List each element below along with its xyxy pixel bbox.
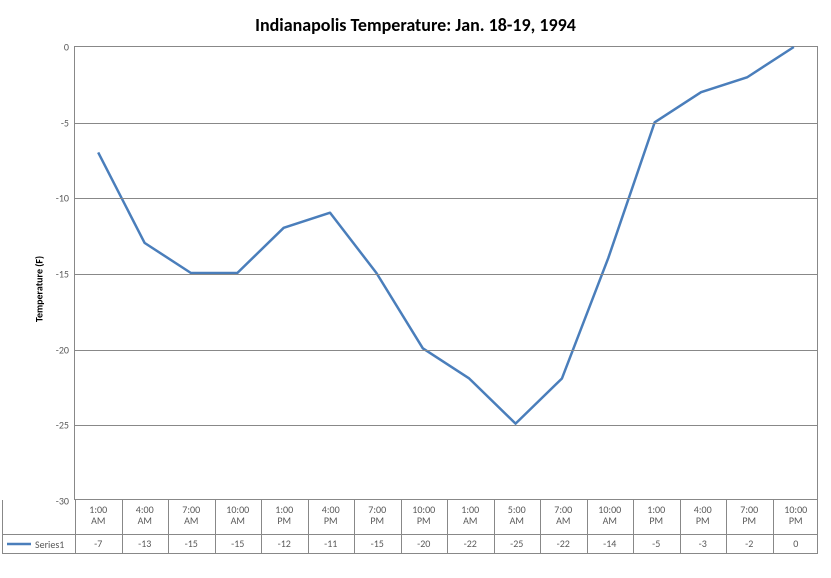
x-tick-label: 10:00AM [215, 500, 261, 526]
y-tick-label: -25 [56, 419, 75, 432]
data-table-cell: -5 [652, 539, 660, 549]
y-tick-label: -10 [56, 192, 75, 205]
y-axis-label: Temperature (F) [33, 256, 46, 322]
plot-area: 0-5-10-15-20-25-30 [74, 46, 818, 500]
series-line [98, 47, 794, 424]
data-table-cell: -12 [278, 539, 291, 549]
x-tick-label: 7:00AM [168, 500, 214, 526]
data-table-cell: -25 [510, 539, 523, 549]
grid-line [75, 350, 817, 351]
x-tick-label: 4:00PM [308, 500, 354, 526]
data-table-cell: -11 [324, 539, 337, 549]
legend-label: Series1 [35, 538, 64, 551]
chart-title: Indianapolis Temperature: Jan. 18-19, 19… [0, 14, 831, 36]
table-row-sep [3, 534, 817, 535]
grid-line [75, 274, 817, 275]
x-tick-label: 1:00PM [633, 500, 679, 526]
series-legend: Series1 [3, 534, 64, 554]
x-tick-label: 10:00PM [401, 500, 447, 526]
data-table-cell: -3 [699, 539, 707, 549]
y-tick-label: 0 [64, 41, 75, 54]
x-tick-label: 1:00PM [261, 500, 307, 526]
data-table-cell: 0 [793, 539, 798, 549]
x-tick-label: 10:00AM [587, 500, 633, 526]
data-table-cell: -15 [185, 539, 198, 549]
data-table-cell: -22 [464, 539, 477, 549]
x-tick-label: 1:00AM [447, 500, 493, 526]
x-tick-label: 7:00PM [726, 500, 772, 526]
x-tick-label: 10:00PM [773, 500, 819, 526]
y-tick-label: -5 [61, 116, 75, 129]
x-tick-label: 5:00AM [494, 500, 540, 526]
data-table-cell: -20 [417, 539, 430, 549]
grid-line [75, 198, 817, 199]
data-table: 1:00AM4:00AM7:00AM10:00AM1:00PM4:00PM7:0… [2, 500, 818, 554]
x-tick-label: 7:00AM [540, 500, 586, 526]
data-table-cell: -7 [94, 539, 102, 549]
y-tick-label: -15 [56, 268, 75, 281]
data-table-cell: -22 [557, 539, 570, 549]
line-series [75, 47, 817, 499]
x-tick-label: 1:00AM [75, 500, 121, 526]
data-table-cell: -15 [371, 539, 384, 549]
y-tick-label: -20 [56, 343, 75, 356]
data-table-cell: -2 [745, 539, 753, 549]
x-tick-label: 7:00PM [354, 500, 400, 526]
x-tick-label: 4:00PM [680, 500, 726, 526]
legend-line-icon [7, 539, 31, 549]
x-tick-label: 4:00AM [122, 500, 168, 526]
chart-container: Indianapolis Temperature: Jan. 18-19, 19… [0, 0, 831, 578]
data-table-cell: -15 [231, 539, 244, 549]
grid-line [75, 425, 817, 426]
data-table-cell: -14 [603, 539, 616, 549]
data-table-cell: -13 [138, 539, 151, 549]
grid-line [75, 123, 817, 124]
